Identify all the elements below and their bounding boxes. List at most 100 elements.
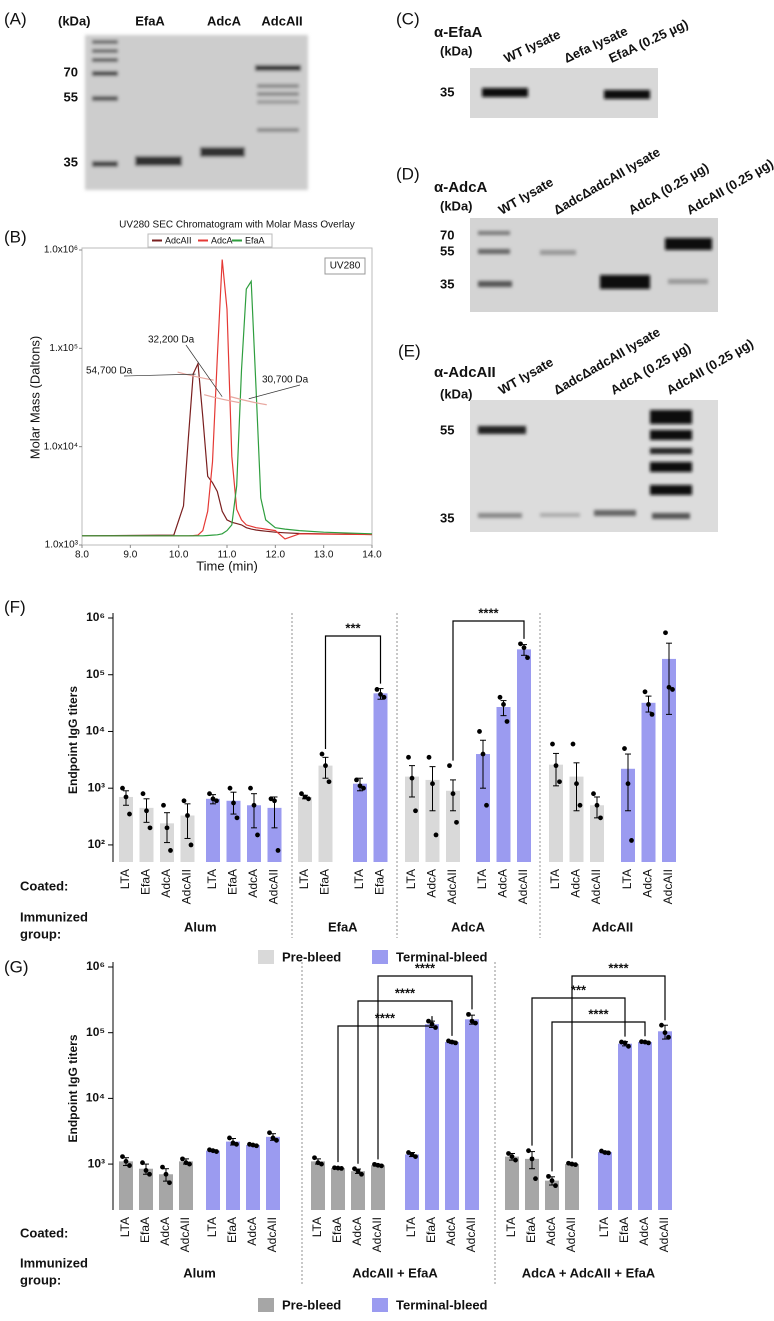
marker-label: 55 — [64, 89, 78, 104]
data-point — [447, 763, 452, 769]
bar — [311, 1161, 325, 1210]
y-tick-label: 10⁵ — [86, 1025, 105, 1039]
x-tick-label: AdcA — [350, 1217, 364, 1246]
data-point — [332, 1165, 337, 1171]
data-point — [140, 791, 146, 797]
data-point — [570, 741, 576, 747]
bar — [425, 779, 440, 862]
data-point — [234, 815, 240, 821]
data-point — [406, 1150, 411, 1155]
data-point — [573, 1162, 578, 1168]
data-point — [227, 785, 233, 791]
x-tick-label: EfaA — [524, 1217, 538, 1243]
significance-bracket — [357, 1000, 453, 1164]
group-label: AdcA + AdcAII + EfaA — [522, 1265, 656, 1280]
x-tick-label: 9.0 — [123, 550, 137, 561]
bar — [139, 807, 154, 862]
x-tick-label: AdcAII — [445, 869, 459, 904]
bar — [658, 1031, 672, 1210]
data-point — [167, 1180, 172, 1186]
data-point — [469, 1018, 475, 1024]
y-tick-label: 10⁶ — [86, 610, 105, 624]
coated-label: Coated: — [20, 878, 68, 893]
annotation-arrow — [123, 373, 196, 377]
data-point — [409, 775, 415, 781]
data-point — [504, 719, 510, 724]
data-point — [553, 1183, 558, 1189]
legend-swatch — [258, 1298, 274, 1312]
data-point — [381, 694, 387, 700]
data-point — [379, 1163, 384, 1169]
bar — [119, 1161, 133, 1210]
data-point — [509, 1154, 515, 1159]
marker-label: 55 — [440, 422, 454, 437]
x-tick-label: 11.0 — [218, 550, 237, 561]
data-point — [506, 1151, 511, 1156]
bar — [298, 796, 312, 862]
y-tick-label: 1.0x10⁴ — [44, 441, 78, 452]
data-point — [326, 779, 332, 785]
data-point — [646, 701, 651, 707]
data-point — [227, 1135, 232, 1141]
molar-mass-trace — [177, 371, 214, 381]
data-point — [606, 1150, 611, 1156]
data-point — [663, 630, 668, 636]
lane-label: AdcAII — [261, 13, 302, 28]
y-tick-label: 10³ — [88, 1156, 105, 1170]
group-row-label: Immunized — [20, 909, 88, 924]
data-point — [354, 777, 359, 783]
antibody-label: α-AdcAII — [434, 364, 496, 381]
data-point — [557, 779, 562, 785]
significance-bracket — [452, 620, 525, 761]
data-point — [639, 1039, 644, 1045]
data-point — [267, 1130, 272, 1136]
data-point — [335, 1165, 341, 1171]
box-label-frame — [324, 257, 366, 275]
data-point — [454, 819, 459, 825]
antibody-label: α-AdcA — [434, 179, 488, 196]
blot — [470, 218, 718, 312]
y-tick-label: 10⁴ — [86, 1091, 105, 1105]
data-point — [374, 687, 380, 692]
significance-bracket — [531, 997, 626, 1146]
x-tick-label: LTA — [205, 869, 219, 889]
y-tick-label: 10⁵ — [86, 667, 105, 681]
x-tick-label: AdcAII — [265, 1217, 279, 1252]
box-label: UV280 — [330, 261, 361, 272]
data-point — [501, 701, 506, 707]
data-point — [546, 1173, 551, 1179]
data-point — [406, 754, 411, 760]
y-tick-label: 1.0x10³ — [45, 540, 79, 551]
coated-label: Coated: — [20, 1225, 68, 1240]
data-point — [251, 802, 257, 808]
data-point — [254, 1143, 259, 1149]
bar — [331, 1168, 345, 1210]
data-point — [602, 1150, 608, 1155]
bar — [445, 1042, 459, 1210]
data-point — [594, 802, 600, 808]
bar — [206, 1150, 220, 1210]
data-point — [207, 791, 212, 797]
bar — [618, 1043, 632, 1210]
significance-bracket — [337, 1016, 433, 1163]
bar — [318, 765, 333, 862]
x-tick-label: AdcAII — [464, 1217, 478, 1252]
data-point — [466, 1011, 471, 1017]
data-point — [187, 1161, 192, 1167]
bar — [641, 702, 656, 862]
significance-bracket — [571, 975, 666, 1159]
x-tick-label: LTA — [548, 869, 562, 889]
bar — [496, 706, 511, 862]
significance-bracket — [551, 1021, 646, 1172]
bar — [565, 1164, 579, 1210]
x-tick-label: EfaA — [330, 1217, 344, 1243]
legend-label: Terminal-bleed — [396, 1297, 488, 1312]
blot — [470, 68, 658, 118]
bar — [549, 764, 563, 862]
legend-label: Pre-bleed — [282, 1297, 341, 1312]
lane-label: WT lysate — [496, 354, 556, 397]
group-label: Alum — [184, 919, 217, 934]
data-point — [574, 781, 579, 787]
legend-label: Pre-bleed — [282, 949, 341, 964]
x-tick-label: LTA — [118, 869, 132, 889]
